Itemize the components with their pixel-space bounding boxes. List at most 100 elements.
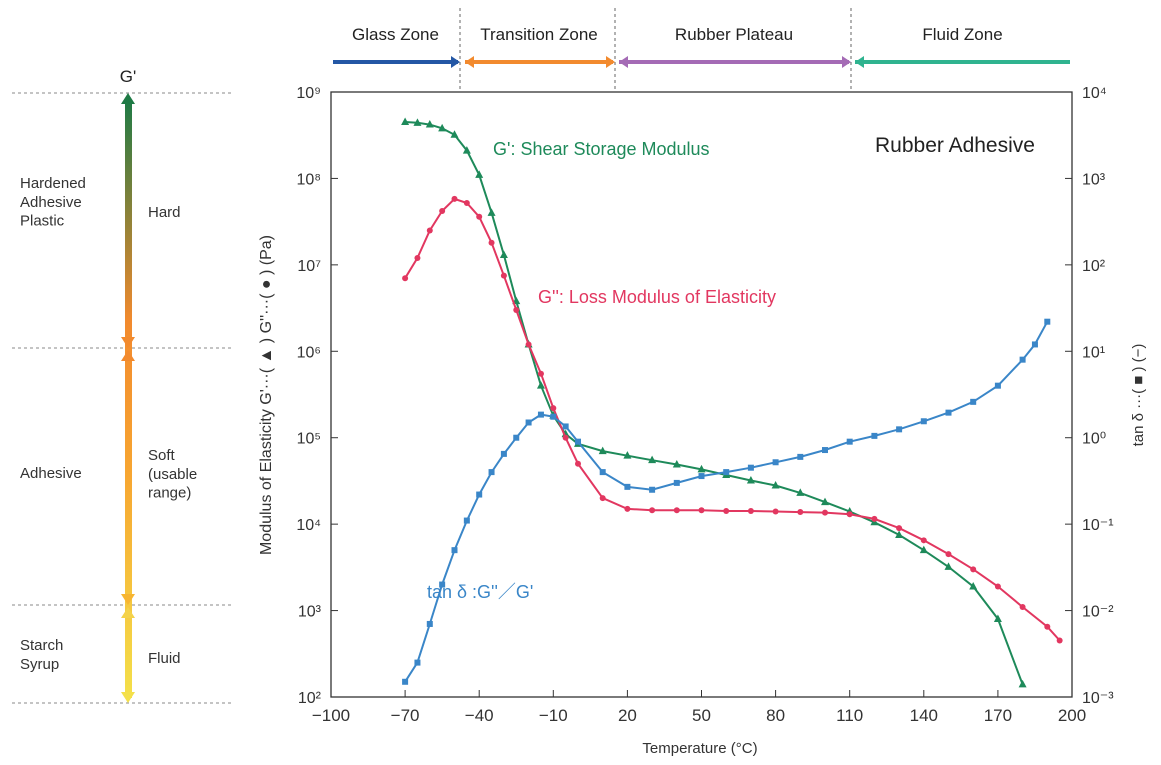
data-point-gdoubleprime [1019, 603, 1026, 610]
data-point-gprime [475, 170, 484, 178]
data-point-tandelta [822, 447, 828, 454]
zone-bar: Glass Zone Transition Zone Rubber Plateau F… [333, 8, 1070, 92]
y-right-tick-label: 10² [1082, 258, 1106, 275]
data-point-gprime [499, 250, 508, 259]
data-point-gdoubleprime [550, 405, 557, 412]
data-point-tandelta [970, 398, 977, 405]
data-point-gprime [895, 530, 904, 538]
data-point-gprime [450, 130, 459, 138]
scale-gradient-bar [125, 100, 132, 698]
arrow-up-icon [121, 607, 135, 618]
y-right-tick-label: 10¹ [1082, 344, 1105, 361]
arrow-right-icon [842, 56, 851, 68]
data-point-gprime [598, 446, 607, 455]
data-point-gdoubleprime [624, 505, 631, 512]
y-left-tick-label: 10⁸ [296, 171, 321, 188]
y-left-tick-label: 10³ [298, 604, 322, 621]
x-tick-label: −40 [465, 706, 494, 725]
y-axis-left-label: Modulus of Elasticity G'···( ▲ ) G''···(… [258, 235, 275, 555]
data-point-tandelta [426, 620, 433, 627]
data-point-tandelta [513, 434, 520, 441]
data-point-tandelta [945, 409, 952, 416]
y-right-tick-label: 10⁻¹ [1082, 517, 1114, 534]
data-point-tandelta [463, 517, 470, 524]
data-point-tandelta [500, 450, 507, 457]
data-point-gdoubleprime [920, 537, 927, 544]
x-tick-label: 20 [618, 706, 637, 725]
y-axis-right-label: tan δ ···( ■ ) (−) [1130, 344, 1147, 447]
y-right-tick-label: 10³ [1082, 171, 1106, 188]
data-point-gprime [623, 451, 632, 459]
data-point-tandelta [723, 469, 730, 476]
data-point-gprime [438, 123, 447, 132]
data-point-gdoubleprime [747, 507, 754, 514]
data-point-gprime [1018, 679, 1027, 688]
data-point-gdoubleprime [797, 509, 804, 516]
data-point-gdoubleprime [896, 525, 903, 532]
data-point-gdoubleprime [945, 551, 952, 558]
data-point-tandelta [871, 432, 878, 439]
data-point-gprime [993, 614, 1002, 622]
y-left-tick-label: 10² [298, 690, 322, 707]
data-point-gdoubleprime [1044, 623, 1051, 630]
data-point-tandelta [846, 438, 853, 445]
y-axis-right: 10⁻³ 10⁻² 10⁻¹ 10⁰ 10¹ 10² 10³ 10⁴ [1065, 85, 1114, 707]
y-left-tick-label: 10⁶ [297, 344, 321, 361]
arrow-right-icon [451, 56, 460, 68]
y-left-tick-label: 10⁷ [297, 258, 321, 275]
data-point-gprime [969, 581, 978, 590]
data-point-tandelta [624, 483, 631, 490]
scale-rows: Hardened Adhesive Plastic Hard Adhesive Soft(… [20, 175, 197, 673]
y-right-tick-label: 10⁻² [1082, 604, 1114, 621]
data-point-gdoubleprime [822, 509, 828, 516]
zone-label: Rubber Plateau [675, 25, 793, 44]
data-point-gdoubleprime [537, 370, 544, 377]
series-label-tandelta: tan δ :G''／G' [427, 582, 533, 602]
series-line-tandelta [404, 321, 1049, 683]
data-point-gdoubleprime [970, 566, 977, 573]
data-point-gdoubleprime [476, 213, 483, 220]
data-point-gdoubleprime [599, 495, 606, 502]
arrow-right-icon [606, 56, 615, 68]
data-point-gprime [462, 146, 471, 154]
data-point-tandelta [550, 413, 557, 420]
data-point-gdoubleprime [673, 507, 680, 514]
scale-state-label: Starch Syrup [20, 637, 63, 673]
data-point-gprime [697, 464, 706, 473]
x-tick-label: −100 [312, 706, 350, 725]
data-point-gprime [487, 208, 496, 216]
data-point-tandelta [673, 479, 680, 486]
data-point-gdoubleprime [439, 207, 446, 214]
data-point-gprime [771, 480, 780, 489]
data-point-gdoubleprime [426, 227, 433, 234]
data-point-gdoubleprime [451, 195, 458, 202]
data-point-tandelta [797, 453, 804, 460]
x-tick-label: 170 [984, 706, 1012, 725]
data-point-gprime [672, 459, 681, 468]
data-point-gprime [536, 381, 545, 389]
arrow-down-icon [121, 594, 135, 605]
data-point-tandelta [649, 486, 656, 493]
data-point-tandelta [414, 659, 421, 666]
data-point-gdoubleprime [1056, 637, 1063, 644]
scale-level-label: Hard [148, 204, 181, 221]
x-tick-label: 110 [836, 706, 863, 725]
zone-label: Transition Zone [480, 25, 597, 44]
chart-title: Rubber Adhesive [875, 134, 1035, 157]
data-point-tandelta [525, 419, 532, 426]
series-label-gprime: G': Shear Storage Modulus [493, 139, 710, 159]
y-right-tick-label: 10⁴ [1082, 85, 1107, 102]
zone-label: Fluid Zone [922, 25, 1002, 44]
arrow-down-icon [121, 692, 135, 703]
y-right-tick-label: 10⁻³ [1082, 690, 1114, 707]
data-point-tandelta [1044, 318, 1051, 325]
data-point-gprime [919, 545, 928, 554]
data-point-gdoubleprime [402, 275, 409, 282]
modulus-scale-panel: G' Hardened Adhesive Plastic Hard Adhesive So… [12, 67, 232, 704]
scale-level-label: Soft (usable range) [148, 447, 197, 502]
series-line-gdoubleprime [404, 197, 1061, 642]
data-point-gdoubleprime [463, 199, 470, 206]
data-point-tandelta [896, 426, 903, 433]
data-point-gprime [425, 120, 434, 128]
data-point-gprime [401, 117, 410, 125]
